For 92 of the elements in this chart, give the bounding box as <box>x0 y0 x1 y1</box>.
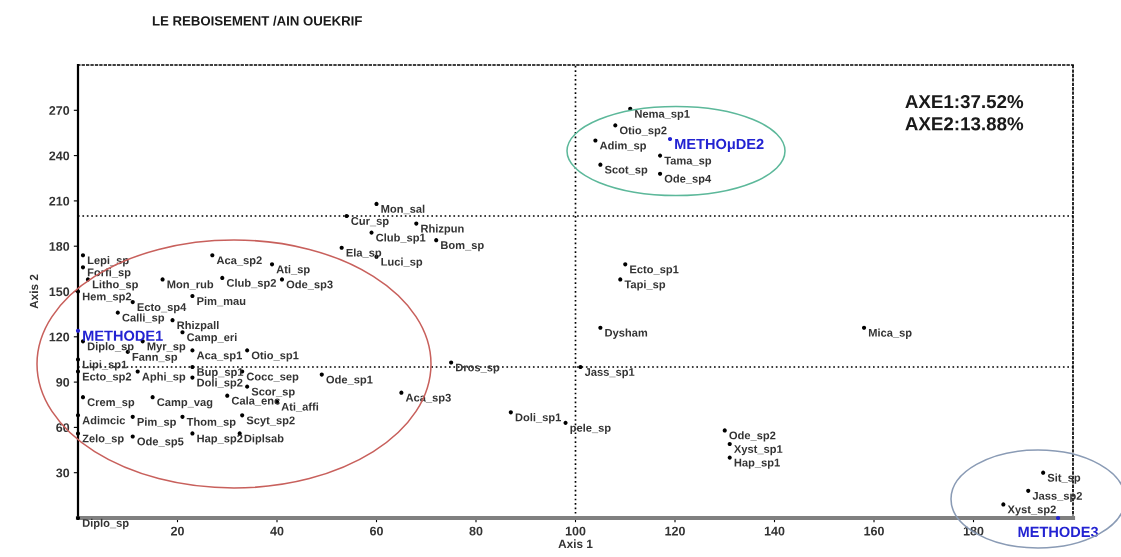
x-tick-label: 100 <box>565 526 586 536</box>
annotation: Ode_sp5 <box>137 437 184 448</box>
annotation: Ode_sp3 <box>286 280 333 291</box>
x-tick-label: 120 <box>665 526 685 536</box>
annotation: Ela_sp <box>346 248 382 259</box>
annotation: Cur_sp <box>351 217 389 228</box>
point <box>75 328 81 333</box>
annotation: Camp_eri <box>187 333 237 344</box>
annotation: Adimcic <box>82 416 126 425</box>
annotation: Club_sp1 <box>376 233 426 244</box>
series-label: METHODE1 <box>83 330 163 341</box>
annotation: Mica_sp <box>868 328 912 339</box>
annotation: Hem_sp2 <box>82 292 132 303</box>
annotation: Ode_sp1 <box>326 375 373 386</box>
x-axis-title: Axis 1 <box>558 539 593 549</box>
annotation: Myr_sp <box>147 342 186 353</box>
y-tick-label: 30 <box>56 468 70 478</box>
annotation: Camp_vag <box>157 398 213 409</box>
annotation: Ecto_sp2 <box>82 372 132 383</box>
x-tick-label: 180 <box>963 526 984 536</box>
annotation: Ati_sp <box>276 265 310 276</box>
annotation: Tapi_sp <box>624 280 666 291</box>
annotation: Diplsab <box>244 434 284 445</box>
annotation: Litho_sp <box>92 280 138 291</box>
annotation: Luci_sp <box>381 257 423 268</box>
annotation: Diplo_sp <box>87 342 134 353</box>
x-tick-label: 60 <box>370 526 383 536</box>
annotation: Doli_sp2 <box>197 378 243 389</box>
annotation: Dros_sp <box>456 363 500 374</box>
annotation: Fann_sp <box>132 353 178 364</box>
y-tick-label: 120 <box>49 332 70 342</box>
annotation: Ode_sp2 <box>729 431 776 442</box>
x-tick-label: 80 <box>469 526 483 536</box>
annotation: Hap_sp1 <box>734 458 780 469</box>
annotation: Tama_sp <box>664 156 712 167</box>
annotation: Ode_sp4 <box>664 174 712 185</box>
annotation: Crem_sp <box>87 398 135 409</box>
annotation: Mon_sal <box>381 204 425 215</box>
annotation: Adim_sp <box>599 141 647 152</box>
annotation: Ecto_sp1 <box>630 265 679 276</box>
y-tick-label: 270 <box>49 106 70 115</box>
annotation: Scot_sp <box>604 165 648 176</box>
annotation: Sit_sp <box>1047 473 1081 484</box>
annotation: Mon_rub <box>167 280 214 290</box>
annotation: Doli_sp1 <box>515 413 561 424</box>
annotation: Aca_sp2 <box>216 256 262 267</box>
chart-title: LE REBOISEMENT /AIN OUEKRIF <box>152 15 362 26</box>
annotation: Jass_sp1 <box>584 368 635 379</box>
y-tick-label: 240 <box>49 151 70 161</box>
annotation: Aphi_sp <box>142 372 186 383</box>
annotation: Zelo_sp <box>82 434 124 445</box>
annotation: Rhizpun <box>421 224 464 235</box>
y-tick-label: 210 <box>49 196 70 206</box>
annotation: Jass_sp2 <box>1032 491 1082 502</box>
y-tick-label: 150 <box>49 287 70 297</box>
y-tick-label: 90 <box>56 377 70 387</box>
annotation: pele_sp <box>570 423 611 435</box>
annotation: AXE2:13.88% <box>905 117 1024 131</box>
x-tick-label: 20 <box>170 526 184 536</box>
annotation: Cocc_sep <box>246 372 299 383</box>
annotation: Scyt_sp2 <box>246 416 295 427</box>
annotation: Calli_sp <box>122 313 165 324</box>
annotation: AXE1:37.52% <box>905 94 1024 109</box>
annotation: Hap_sp2 <box>197 434 243 445</box>
annotation: Thom_sp <box>186 417 236 428</box>
series-label: METHODE3 <box>1018 526 1099 538</box>
annotation: Ati_affi <box>281 402 319 412</box>
x-tick-label: 40 <box>270 526 284 536</box>
series-label: METHOμDE2 <box>675 138 764 152</box>
annotation: Dysham <box>605 328 648 339</box>
annotation: Pim_mau <box>197 296 246 307</box>
annotation: Diplo_sp <box>82 518 129 530</box>
y-axis-title: Axis 2 <box>29 274 39 309</box>
annotation: Ecto_sp4 <box>137 303 187 314</box>
annotation: Pim_sp <box>137 417 176 428</box>
annotation: Otio_sp2 <box>619 126 667 137</box>
annotation: Aca_sp1 <box>196 351 242 362</box>
annotation: Otio_sp1 <box>251 351 299 362</box>
x-tick-label: 160 <box>864 526 884 536</box>
annotation: Xyst_sp2 <box>1007 505 1056 516</box>
annotation: Bom_sp <box>441 241 484 252</box>
y-tick-label: 180 <box>49 242 70 251</box>
annotation: Nema_sp1 <box>635 109 690 120</box>
x-tick-label: 140 <box>764 526 785 536</box>
annotation: Xyst_sp1 <box>733 445 783 456</box>
annotation: Rhizpall <box>177 320 219 332</box>
annotation: Scor_sp <box>251 387 295 398</box>
annotation: Lipi_sp1 <box>82 360 127 371</box>
annotation: Club_sp2 <box>226 278 277 290</box>
point <box>1055 515 1061 521</box>
annotation: Bup_sp1 <box>197 368 244 379</box>
annotation: Cala_enc <box>231 396 280 406</box>
